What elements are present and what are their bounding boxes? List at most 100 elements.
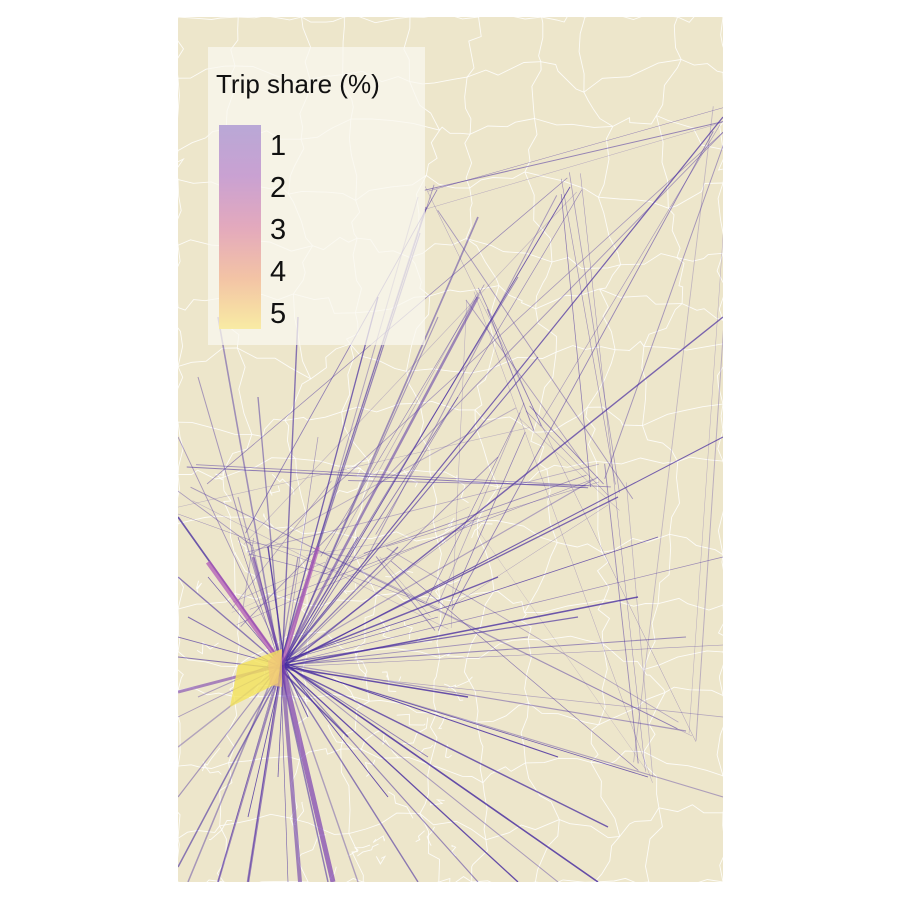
- flow-line-major: [280, 296, 480, 666]
- boundary-line: [476, 702, 529, 723]
- flow-line: [437, 210, 634, 500]
- boundary-line: [587, 406, 643, 427]
- flow-line: [560, 194, 591, 488]
- boundary-line: [596, 552, 610, 600]
- boundary-line: [178, 469, 223, 480]
- boundary-line: [594, 836, 621, 882]
- boundary-line: [415, 744, 434, 754]
- boundary-line: [229, 666, 237, 697]
- boundary-line: [597, 599, 611, 644]
- boundary-line: [268, 485, 281, 496]
- flow-line: [580, 173, 646, 772]
- boundary-line: [178, 474, 180, 524]
- flow-line: [363, 474, 587, 554]
- boundary-line: [222, 477, 232, 518]
- boundary-line: [295, 458, 307, 534]
- boundary-line: [525, 757, 591, 764]
- flow-line: [278, 536, 659, 663]
- flow-line: [283, 616, 579, 664]
- boundary-line: [195, 580, 202, 593]
- flow-lines-thick: [178, 296, 480, 882]
- boundary-line: [551, 257, 621, 269]
- flow-line: [519, 418, 620, 511]
- boundary-line: [178, 609, 181, 652]
- boundary-line: [587, 349, 616, 408]
- boundary-line: [341, 402, 420, 413]
- flow-map[interactable]: [178, 17, 723, 882]
- boundary-line: [438, 715, 446, 730]
- flow-line: [196, 464, 611, 488]
- boundary-line: [456, 475, 469, 504]
- flow-line: [217, 316, 282, 669]
- flow-line-major: [246, 664, 284, 882]
- flow-line: [477, 529, 647, 770]
- boundary-line: [354, 537, 377, 596]
- boundary-line: [178, 651, 237, 668]
- flow-line: [278, 516, 479, 669]
- boundary-line: [597, 197, 622, 265]
- flow-line: [375, 556, 436, 631]
- boundary-line: [485, 819, 560, 841]
- boundary-line: [669, 461, 680, 535]
- legend-label-4: 4: [270, 256, 287, 288]
- boundary-line: [598, 691, 666, 726]
- boundary-line: [643, 751, 723, 777]
- boundary-line: [340, 748, 431, 766]
- flow-line: [604, 463, 639, 764]
- boundary-line: [657, 534, 672, 604]
- boundary-line: [409, 17, 479, 20]
- boundary-line: [178, 766, 181, 839]
- boundary-line: [601, 533, 670, 553]
- boundary-line: [439, 652, 468, 659]
- boundary-line: [425, 129, 440, 176]
- boundary-line: [359, 729, 382, 753]
- boundary-line: [178, 421, 252, 435]
- high-share-flow-area-2: [268, 649, 282, 687]
- boundary-line: [717, 182, 723, 254]
- flow-lines-thin: [178, 106, 723, 882]
- boundary-line: [376, 592, 440, 602]
- boundary-line: [466, 61, 541, 78]
- boundary-line: [535, 879, 595, 882]
- boundary-line: [498, 285, 536, 310]
- boundary-line: [178, 651, 184, 691]
- boundary-line: [310, 343, 351, 380]
- boundary-line: [439, 535, 447, 544]
- boundary-line: [284, 420, 297, 460]
- boundary-line: [307, 631, 355, 653]
- flow-line: [281, 662, 479, 882]
- flow-line: [187, 663, 279, 882]
- map-panel[interactable]: [178, 17, 723, 882]
- boundary-line: [236, 347, 253, 435]
- boundary-line: [717, 605, 723, 652]
- boundary-line: [237, 347, 312, 380]
- boundary-line: [178, 150, 185, 180]
- flow-line: [279, 616, 439, 663]
- boundary-line: [538, 17, 544, 62]
- flow-line: [192, 500, 449, 630]
- flow-line: [348, 480, 586, 486]
- flow-line: [283, 662, 559, 882]
- boundary-line: [598, 643, 608, 725]
- boundary-line: [433, 657, 441, 714]
- boundary-line: [532, 352, 557, 433]
- boundary-line: [178, 879, 224, 882]
- boundary-line: [535, 261, 553, 309]
- flow-line: [423, 122, 723, 210]
- flow-line: [284, 662, 559, 758]
- flow-line: [379, 556, 431, 617]
- boundary-line: [178, 347, 238, 367]
- flow-line: [283, 662, 599, 882]
- boundary-line: [237, 540, 251, 554]
- boundary-line: [295, 458, 371, 477]
- boundary-line: [643, 751, 660, 808]
- boundary-line: [681, 303, 723, 321]
- flow-line: [279, 644, 723, 668]
- boundary-line: [375, 855, 387, 865]
- boundary-line: [222, 434, 253, 478]
- boundary-line: [379, 618, 391, 633]
- boundary-line: [419, 764, 431, 814]
- boundary-line: [664, 686, 723, 696]
- boundary-line: [439, 590, 495, 602]
- flow-line: [246, 463, 600, 553]
